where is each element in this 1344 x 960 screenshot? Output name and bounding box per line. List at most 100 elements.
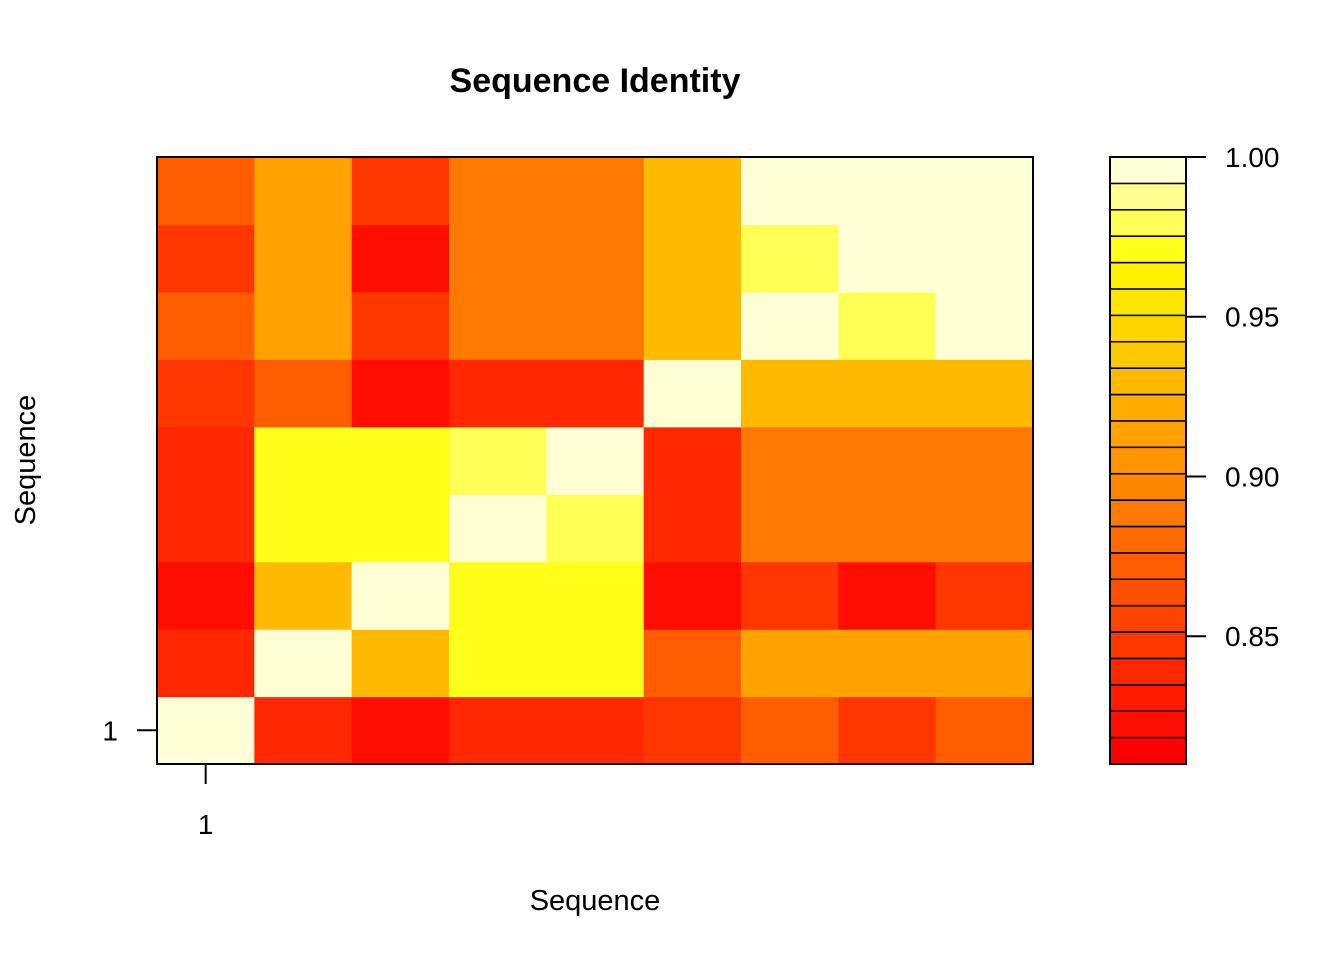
heatmap-cell <box>546 359 645 428</box>
x-axis-label: Sequence <box>530 885 661 917</box>
colorbar-swatch <box>1109 472 1187 501</box>
heatmap-cell <box>449 696 547 765</box>
heatmap-cell <box>741 157 839 226</box>
heatmap-cell <box>935 291 1034 360</box>
heatmap-cell <box>838 291 937 360</box>
heatmap-cell <box>157 359 255 428</box>
heatmap-cell <box>838 426 937 495</box>
heatmap-cell <box>838 561 937 630</box>
heatmap-cell <box>546 494 645 563</box>
y-axis-label: Sequence <box>10 395 42 526</box>
heatmap-cell <box>741 561 839 630</box>
colorbar-swatch <box>1109 736 1187 765</box>
heatmap-cell <box>449 426 547 495</box>
heatmap-cell <box>838 494 937 563</box>
heatmap-cell <box>351 426 450 495</box>
colorbar-swatch <box>1109 156 1187 185</box>
colorbar-swatch <box>1109 209 1187 237</box>
colorbar-tick-label: 0.85 <box>1225 621 1280 652</box>
heatmap-cell <box>741 426 839 495</box>
colorbar-swatch <box>1109 288 1187 317</box>
heatmap-cell <box>351 157 450 226</box>
colorbar-swatch <box>1109 446 1187 475</box>
colorbar-swatch <box>1109 235 1187 264</box>
colorbar-swatch <box>1109 684 1187 712</box>
heatmap-cell <box>741 291 839 360</box>
heatmap-cell <box>838 359 937 428</box>
colorbar-swatch <box>1109 393 1187 422</box>
colorbar-swatch <box>1109 578 1187 607</box>
heatmap-cell <box>546 696 645 765</box>
heatmap-cell <box>643 359 742 428</box>
heatmap-cell <box>157 426 255 495</box>
heatmap-cell <box>157 494 255 563</box>
heatmap-cell <box>741 359 839 428</box>
heatmap-cell <box>741 629 839 698</box>
heatmap-cell <box>838 224 937 293</box>
colorbar-swatch <box>1109 499 1187 528</box>
colorbar-tick-label: 0.95 <box>1225 302 1280 333</box>
heatmap-cell <box>254 696 353 765</box>
color-legend: 1.00 0.95 0.90 0.85 <box>1109 142 1280 765</box>
heatmap-cell <box>546 561 645 630</box>
heatmap-cell <box>546 224 645 293</box>
heatmap-cell <box>643 224 742 293</box>
heatmap-cell <box>254 359 353 428</box>
heatmap-cell <box>254 224 353 293</box>
heatmap-cell <box>157 291 255 360</box>
heatmap-cell <box>935 157 1034 226</box>
heatmap-cell <box>449 494 547 563</box>
heatmap-cell <box>838 629 937 698</box>
x-tick-label: 1 <box>198 809 214 840</box>
heatmap-cell <box>643 561 742 630</box>
heatmap-cell <box>546 291 645 360</box>
heatmap-cell <box>157 224 255 293</box>
heatmap-cell <box>351 291 450 360</box>
heatmap-cell <box>935 561 1034 630</box>
heatmap-cell <box>935 224 1034 293</box>
colorbar-swatch <box>1109 420 1187 449</box>
heatmap-cell <box>449 224 547 293</box>
chart-title: Sequence Identity <box>450 62 741 100</box>
y-axis: 1 <box>102 715 157 746</box>
colorbar-swatch <box>1109 604 1187 633</box>
heatmap-cell <box>157 696 255 765</box>
heatmap-cell <box>157 561 255 630</box>
colorbar-swatch <box>1109 182 1187 211</box>
colorbar-swatch <box>1109 261 1187 290</box>
heatmap-cell <box>254 291 353 360</box>
heatmap-cell <box>643 629 742 698</box>
heatmap-cell <box>157 157 255 226</box>
heatmap-cell <box>546 426 645 495</box>
heatmap-cell <box>351 359 450 428</box>
heatmap-cell <box>351 561 450 630</box>
heatmap-cell <box>935 426 1034 495</box>
colorbar-swatch <box>1109 340 1187 369</box>
heatmap-cell <box>643 696 742 765</box>
heatmap-cell <box>643 291 742 360</box>
colorbar-swatch <box>1109 657 1187 686</box>
heatmap-cell <box>838 696 937 765</box>
heatmap-cell <box>546 157 645 226</box>
colorbar-tick-label: 1.00 <box>1225 142 1280 173</box>
heatmap-cell <box>254 629 353 698</box>
heatmap-cell <box>935 359 1034 428</box>
heatmap-cell <box>254 426 353 495</box>
heatmap-cell <box>935 494 1034 563</box>
plot-frame <box>156 156 1034 765</box>
heatmap-cell <box>157 629 255 698</box>
colorbar-frame <box>1109 156 1187 765</box>
heatmap-cell <box>449 629 547 698</box>
colorbar-swatch <box>1109 314 1187 343</box>
heatmap-cell <box>643 157 742 226</box>
heatmap-cell <box>351 494 450 563</box>
heatmap-cell <box>351 224 450 293</box>
heatmap-cell <box>546 629 645 698</box>
heatmap-cell <box>449 359 547 428</box>
x-axis: 1 <box>198 764 214 840</box>
y-tick-label: 1 <box>102 715 118 746</box>
colorbar-swatch <box>1109 552 1187 581</box>
heatmap-cell <box>449 561 547 630</box>
heatmap-cell <box>254 561 353 630</box>
